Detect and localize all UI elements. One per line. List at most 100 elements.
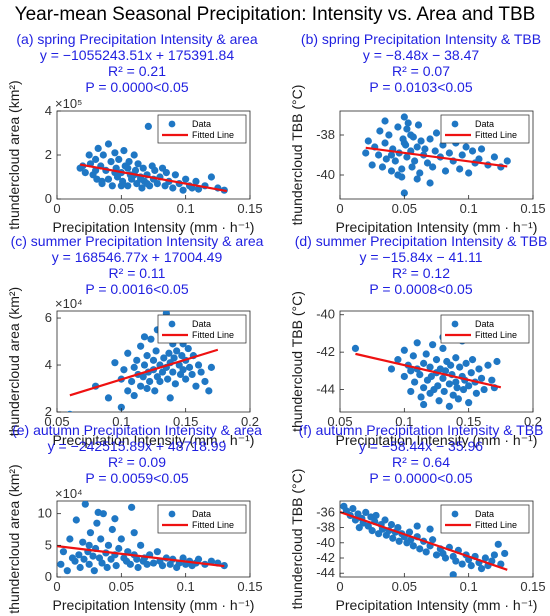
data-point	[137, 541, 145, 549]
data-point	[432, 356, 441, 364]
data-point	[153, 180, 161, 188]
x-tick-label: 0	[53, 579, 60, 594]
data-point	[439, 374, 447, 382]
data-point	[416, 370, 424, 379]
legend-label-data: Data	[192, 509, 211, 519]
data-point	[152, 347, 160, 355]
y-tick-label: 0	[45, 191, 52, 206]
data-point	[179, 554, 187, 562]
data-point	[151, 387, 159, 395]
data-point	[429, 163, 437, 171]
data-point	[362, 508, 370, 516]
data-point	[458, 151, 466, 159]
data-point	[179, 186, 187, 194]
data-points	[67, 311, 215, 412]
y-axis-exponent: ×10⁴	[55, 486, 83, 501]
data-point	[440, 387, 448, 396]
panel-title-line-2: y = −1055243.51x + 175391.84	[40, 47, 234, 63]
y-axis-exponent: ×10⁵	[55, 96, 82, 111]
data-point	[59, 548, 68, 556]
data-point	[403, 125, 411, 133]
data-point	[192, 177, 200, 185]
data-point	[411, 378, 419, 386]
data-point	[143, 180, 151, 188]
data-point	[124, 164, 132, 172]
data-point	[400, 189, 408, 197]
data-point	[173, 347, 181, 355]
data-point	[79, 538, 87, 546]
data-point	[452, 354, 460, 362]
data-point	[67, 410, 73, 412]
data-point	[162, 169, 170, 177]
data-point	[409, 352, 417, 360]
data-point	[130, 151, 138, 159]
figure-title: Year-mean Seasonal Precipitation: Intens…	[14, 4, 536, 25]
panel-e: (e) autumn Precipitation Intensity & are…	[6, 422, 263, 614]
data-point	[411, 157, 419, 165]
data-point	[452, 557, 460, 565]
data-point	[413, 522, 421, 530]
panel-f: (f) autumn Precipitation Intensity & TBB…	[289, 422, 546, 613]
x-axis-label: Precipitation Intensity (mm · h⁻¹)	[336, 432, 538, 448]
panel-title-line-3: R² = 0.21	[108, 63, 166, 79]
legend-label-fit: Fitted Line	[475, 130, 517, 140]
x-tick-label: 0.05	[109, 201, 134, 216]
data-point	[349, 505, 357, 513]
y-tick-label: -38	[316, 520, 335, 535]
data-point	[137, 382, 145, 390]
data-point	[98, 559, 106, 567]
data-point	[92, 155, 100, 163]
data-point	[94, 508, 102, 516]
data-point	[98, 177, 106, 185]
panel-title-line-1: (a) spring Precipitation Intensity & are…	[16, 31, 257, 47]
data-point	[432, 129, 441, 137]
data-point	[185, 363, 194, 371]
data-point	[364, 137, 372, 145]
data-point	[130, 363, 138, 371]
data-point	[115, 155, 123, 163]
panel-c: (c) summer Precipitation Intensity & are…	[6, 233, 264, 448]
data-point	[57, 560, 65, 568]
data-point	[111, 359, 119, 367]
data-point	[422, 350, 430, 358]
legend-marker-data	[451, 510, 459, 518]
data-point	[494, 540, 502, 548]
y-tick-label: 0	[45, 569, 52, 584]
fitted-line	[57, 545, 225, 568]
data-point	[452, 378, 460, 386]
data-point	[75, 551, 83, 559]
data-point	[130, 391, 138, 400]
data-point	[144, 122, 152, 130]
data-point	[134, 563, 142, 572]
data-point	[194, 555, 203, 563]
data-point	[420, 384, 428, 392]
data-point	[426, 363, 434, 371]
data-point	[431, 147, 439, 155]
data-point	[456, 363, 464, 371]
data-point	[108, 525, 116, 534]
data-point	[456, 165, 464, 173]
data-point	[120, 366, 128, 374]
data-point	[409, 542, 417, 550]
data-point	[426, 135, 434, 143]
x-tick-label: 0.1	[460, 579, 478, 594]
data-point	[501, 549, 509, 558]
data-point	[81, 169, 89, 177]
data-point	[458, 560, 466, 568]
panel-title-line-2: y = −8.48x − 38.47	[363, 47, 480, 63]
data-point	[133, 356, 141, 364]
data-point	[408, 163, 416, 171]
y-tick-label: 2	[45, 404, 52, 419]
data-point	[468, 147, 477, 155]
panel-title-line-2: y = −242515.89x + 48718.99	[48, 438, 227, 454]
panel-title-line-4: P = 0.0000<0.05	[369, 470, 472, 486]
x-tick-label: 0.15	[456, 414, 481, 429]
legend-marker-data	[168, 510, 176, 518]
y-axis-label: thundercloud area (km²)	[6, 287, 22, 436]
data-point	[490, 551, 498, 559]
data-point	[93, 519, 101, 527]
